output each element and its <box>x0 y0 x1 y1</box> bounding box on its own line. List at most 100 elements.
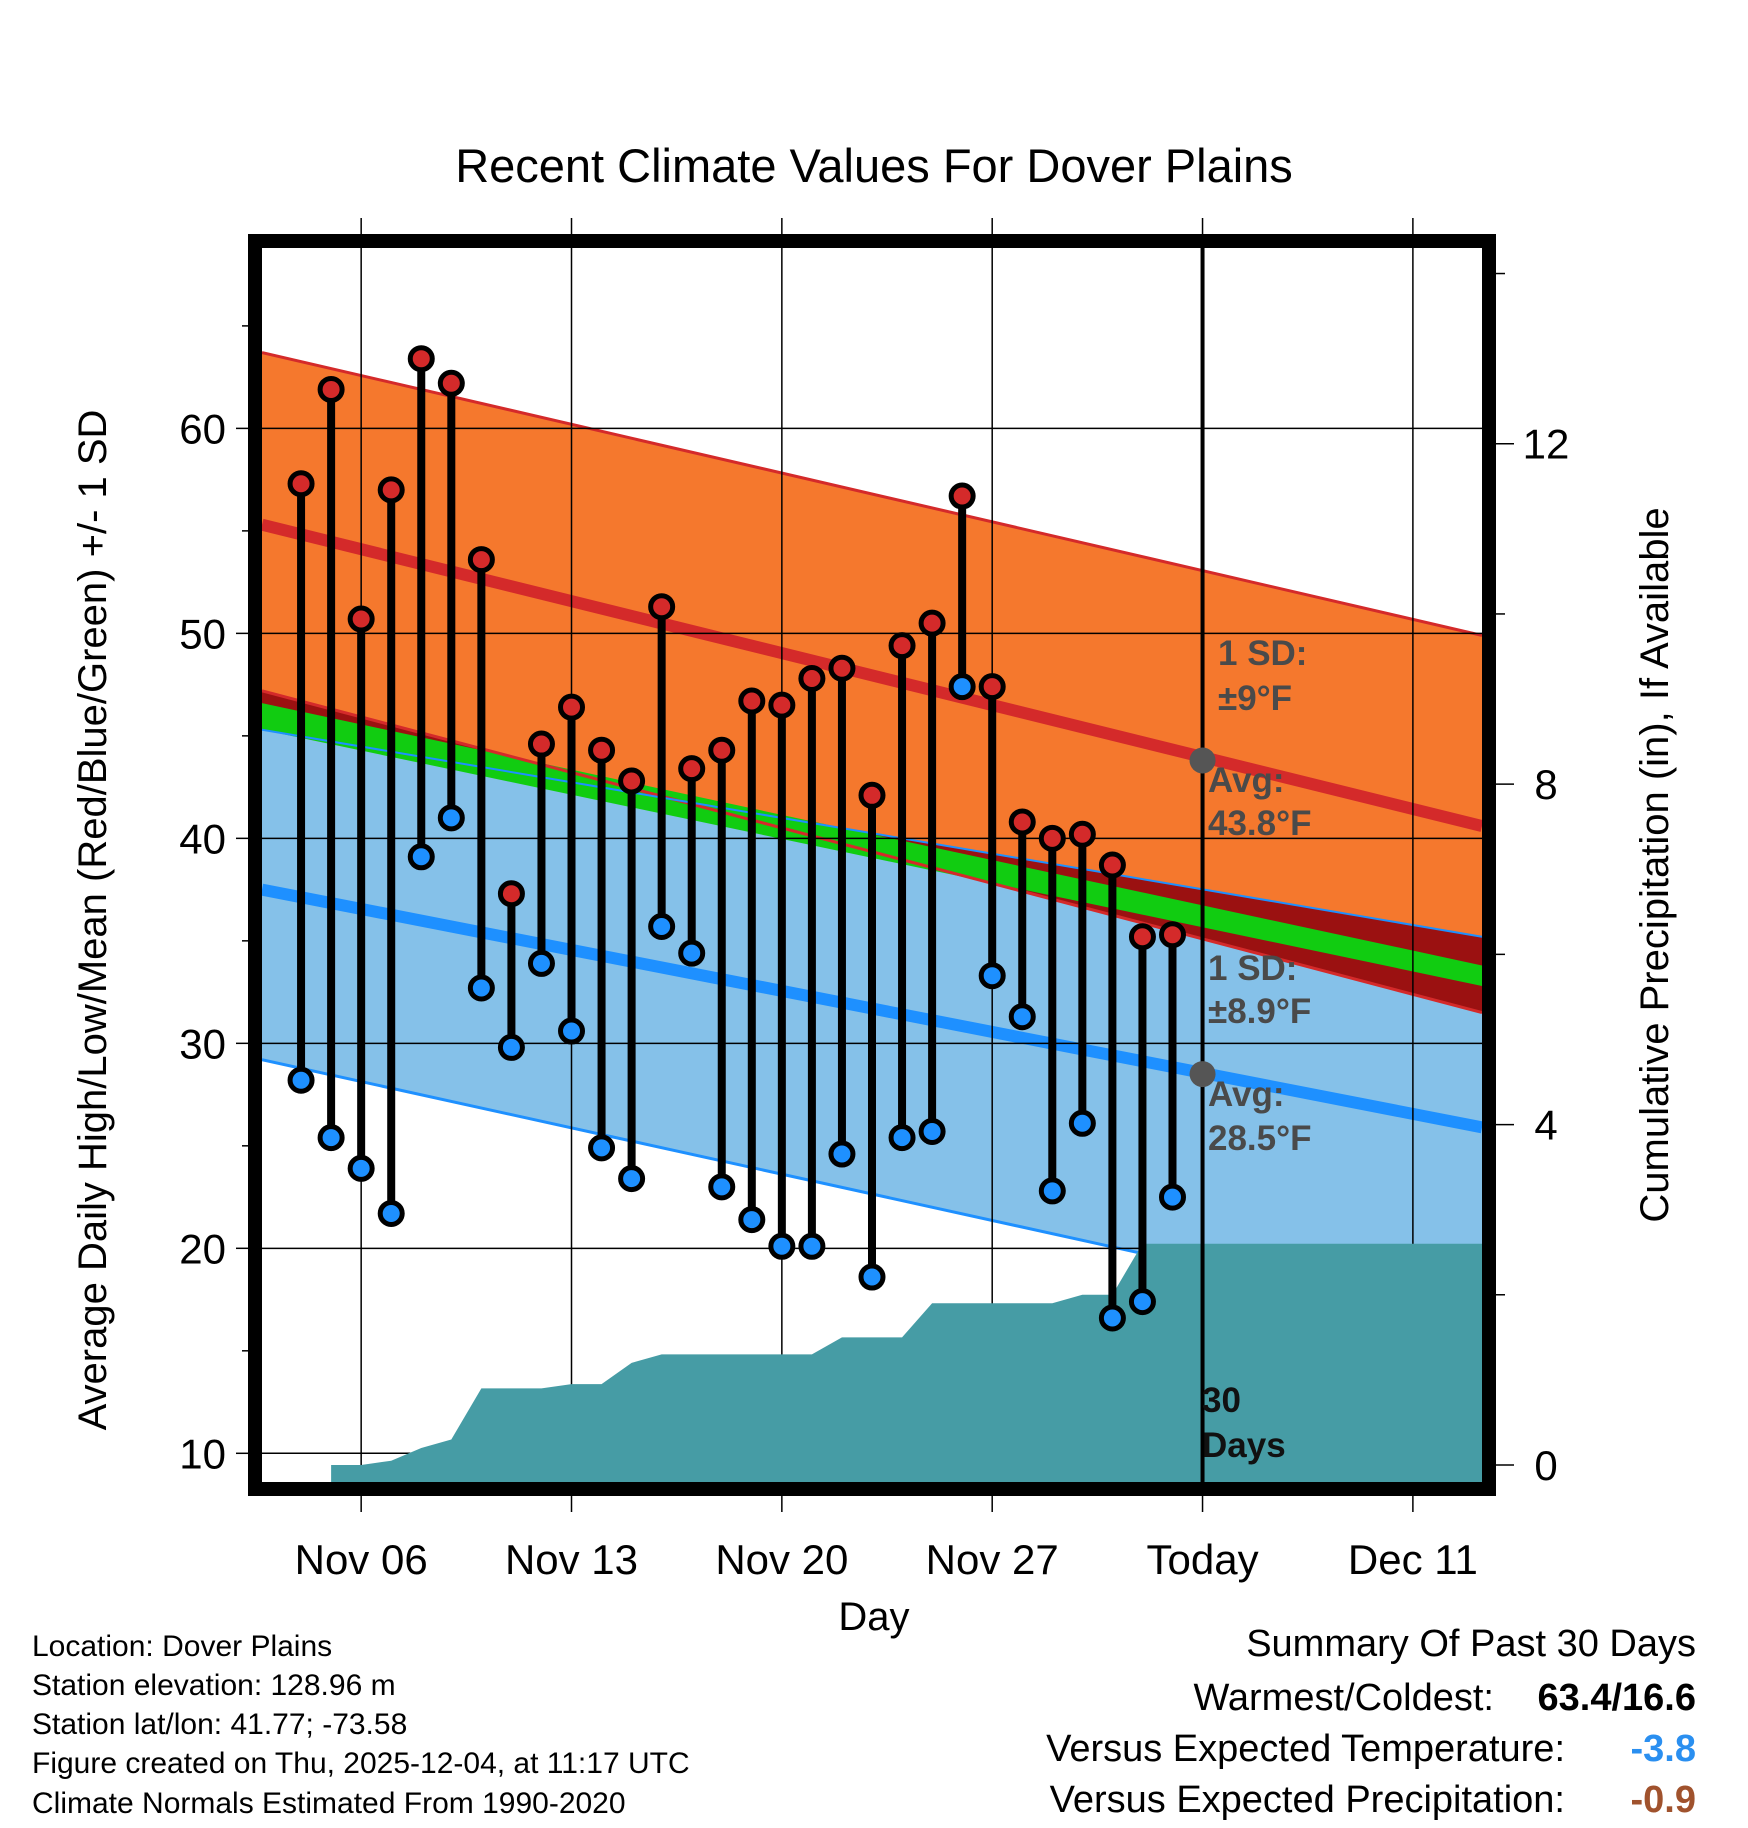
annotations: 1 SD: ±9°F Avg: 43.8°F 1 SD: ±8.9°F Avg:… <box>1202 634 1312 1465</box>
y-tick-label: 10 <box>179 1430 226 1477</box>
low-temp-point <box>738 1206 766 1234</box>
y2-tick-label: 8 <box>1534 761 1557 808</box>
low-avg-label: Avg: <box>1208 1075 1284 1114</box>
low-temp-point <box>708 1173 736 1201</box>
y2-tick-label: 4 <box>1534 1102 1557 1149</box>
high-temp-point <box>588 736 616 764</box>
low-temp-point <box>798 1232 826 1260</box>
x-tick-label: Dec 11 <box>1348 1536 1478 1583</box>
high-temp-point <box>347 605 375 633</box>
x-tick-label: Nov 06 <box>295 1536 428 1583</box>
footer-elevation: Station elevation: 128.96 m <box>32 1669 396 1702</box>
low-avg-value: 28.5°F <box>1208 1119 1312 1158</box>
high-sd-value: ±9°F <box>1218 679 1292 718</box>
daily-observations <box>287 345 1186 1332</box>
summary-panel: Summary Of Past 30 Days Warmest/Coldest:… <box>1046 1623 1696 1821</box>
precip-layer <box>331 1243 1482 1482</box>
high-sd-band <box>262 352 1482 937</box>
low-temp-point <box>347 1154 375 1182</box>
low-temp-point <box>948 673 976 701</box>
footer-normals: Climate Normals Estimated From 1990-2020 <box>32 1787 626 1820</box>
high-temp-point <box>738 687 766 715</box>
high-avg-label: Avg: <box>1208 761 1284 800</box>
low-temp-point <box>1068 1109 1096 1137</box>
high-temp-point <box>527 730 555 758</box>
high-temp-point <box>978 673 1006 701</box>
footer-location: Location: Dover Plains <box>32 1630 332 1663</box>
low-temp-point <box>828 1140 856 1168</box>
plot-area <box>248 234 1496 1496</box>
y-tick-label: 20 <box>179 1225 226 1272</box>
summary-precip-label: Versus Expected Precipitation: <box>1050 1779 1565 1821</box>
today-low-avg-dot <box>1189 1061 1216 1088</box>
plot-frame <box>248 234 1496 1496</box>
summary-temp-value: -3.8 <box>1631 1728 1696 1770</box>
today-high-avg-dot <box>1189 747 1216 774</box>
footer-created: Figure created on Thu, 2025-12-04, at 11… <box>32 1747 690 1780</box>
low-temp-point <box>588 1134 616 1162</box>
high-temp-point <box>768 691 796 719</box>
high-temp-point <box>407 345 435 373</box>
summary-warmest-value: 63.4/16.6 <box>1538 1677 1696 1719</box>
low-temp-point <box>858 1263 886 1291</box>
low-temp-point <box>467 974 495 1002</box>
low-temp-point <box>978 962 1006 990</box>
high-temp-point <box>437 369 465 397</box>
x-tick-label: Today <box>1147 1536 1259 1583</box>
high-temp-point <box>467 546 495 574</box>
high-sd-upper-line <box>262 351 1482 637</box>
summary-temp-label: Versus Expected Temperature: <box>1046 1728 1565 1770</box>
high-temp-point <box>918 609 946 637</box>
high-temp-point <box>948 482 976 510</box>
high-temp-point <box>888 632 916 660</box>
y-tick-label: 30 <box>179 1020 226 1067</box>
high-temp-point <box>618 767 646 795</box>
high-sd-label: 1 SD: <box>1218 634 1307 673</box>
summary-warmest-label: Warmest/Coldest: <box>1193 1677 1494 1719</box>
low-temp-point <box>1158 1183 1186 1211</box>
summary-precip-value: -0.9 <box>1631 1779 1696 1821</box>
high-temp-point <box>377 476 405 504</box>
high-temp-point <box>1128 923 1156 951</box>
days-label-number: 30 <box>1202 1381 1241 1420</box>
footer-latlon: Station lat/lon: 41.77; -73.58 <box>32 1708 407 1741</box>
low-temp-point <box>648 912 676 940</box>
precip-area <box>331 1243 1482 1482</box>
high-temp-point <box>708 736 736 764</box>
x-tick-label: Nov 13 <box>505 1536 638 1583</box>
high-avg-value: 43.8°F <box>1208 804 1312 843</box>
high-temp-point <box>558 693 586 721</box>
high-temp-point <box>317 375 345 403</box>
axis-ticks: 10 20 30 40 50 60 0 4 8 12 Nov 06 Nov 13 Nov 20 Nov 2… <box>179 218 1569 1583</box>
low-temp-point <box>888 1124 916 1152</box>
footer-info: Location: Dover Plains Station elevation… <box>32 1630 690 1820</box>
low-temp-point <box>317 1124 345 1152</box>
low-temp-point <box>558 1017 586 1045</box>
high-temp-point <box>828 654 856 682</box>
low-temp-point <box>287 1066 315 1094</box>
low-temp-point <box>407 843 435 871</box>
y-tick-label: 50 <box>179 610 226 657</box>
low-temp-point <box>1008 1003 1036 1031</box>
x-tick-label: Nov 27 <box>926 1536 1059 1583</box>
low-temp-point <box>678 939 706 967</box>
low-temp-point <box>1098 1304 1126 1332</box>
high-temp-point <box>678 755 706 783</box>
high-temp-point <box>1008 808 1036 836</box>
low-temp-point <box>497 1033 525 1061</box>
high-temp-point <box>1068 820 1096 848</box>
low-temp-point <box>768 1232 796 1260</box>
high-temp-point <box>798 664 826 692</box>
y-axis-label: Average Daily High/Low/Mean (Red/Blue/Gr… <box>71 410 115 1431</box>
low-temp-point <box>1128 1288 1156 1316</box>
high-temp-point <box>497 880 525 908</box>
x-tick-label: Nov 20 <box>715 1536 848 1583</box>
y-tick-label: 40 <box>179 815 226 862</box>
low-temp-point <box>437 804 465 832</box>
low-temp-point <box>1038 1177 1066 1205</box>
low-sd-value: ±8.9°F <box>1208 992 1311 1031</box>
high-temp-point <box>287 470 315 498</box>
high-temp-point <box>858 781 886 809</box>
low-temp-point <box>527 949 555 977</box>
